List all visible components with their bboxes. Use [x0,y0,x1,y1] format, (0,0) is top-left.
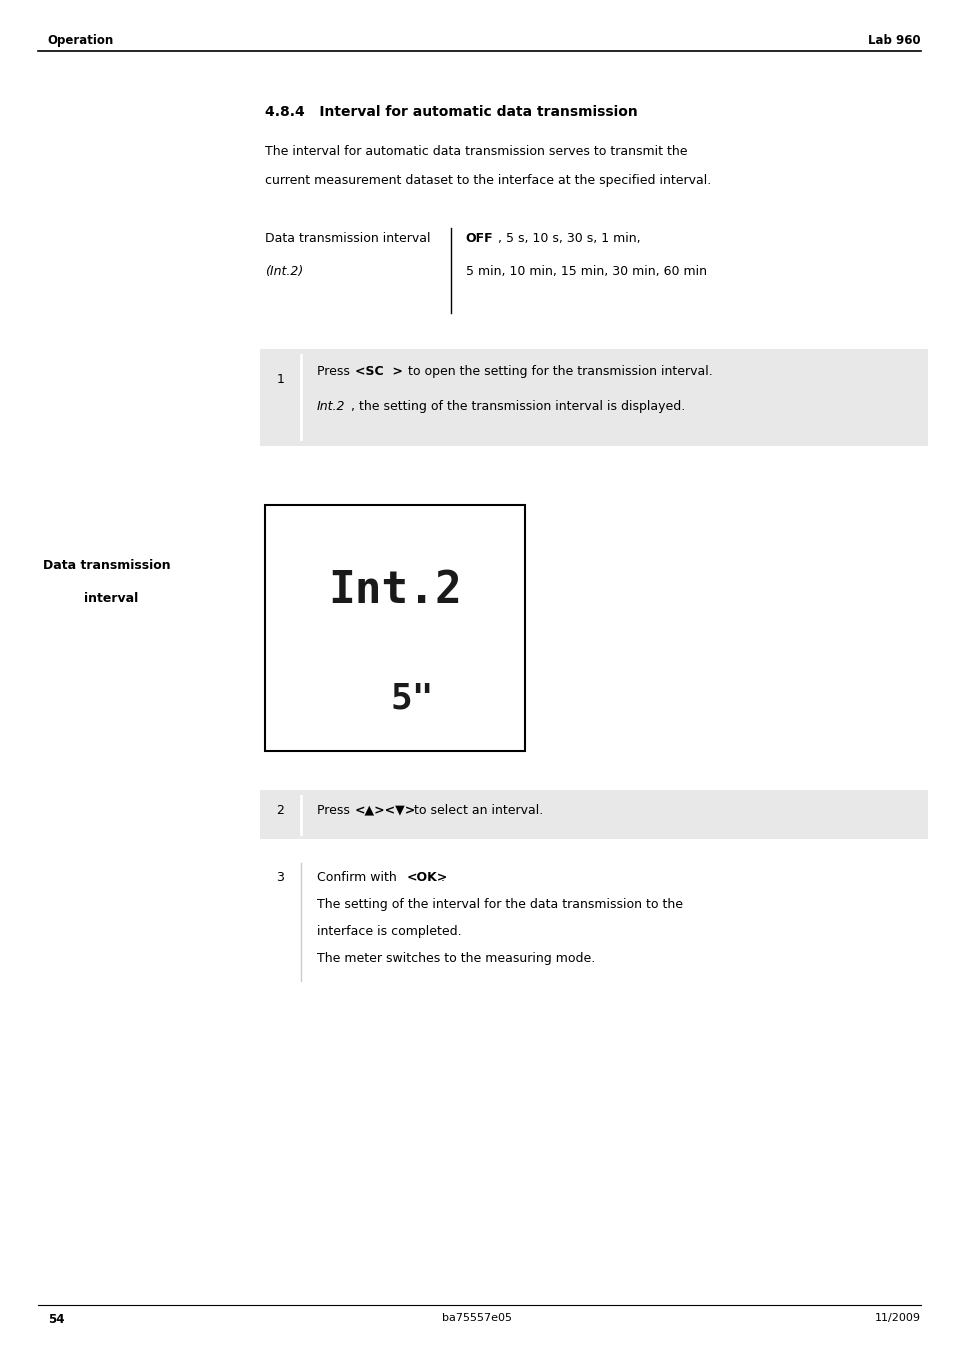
Text: Press: Press [316,804,354,817]
Text: interval: interval [84,592,138,605]
Text: 54: 54 [48,1313,64,1327]
Text: Operation: Operation [48,34,113,47]
Text: , 5 s, 10 s, 30 s, 1 min,: , 5 s, 10 s, 30 s, 1 min, [497,232,640,246]
Text: 3: 3 [276,871,284,885]
Text: 1: 1 [276,373,284,386]
Text: Int.2: Int.2 [316,400,345,413]
Text: 2: 2 [276,804,284,817]
Text: .: . [440,871,444,885]
Text: Data transmission: Data transmission [43,559,171,573]
FancyBboxPatch shape [265,505,524,751]
Text: , the setting of the transmission interval is displayed.: , the setting of the transmission interv… [351,400,684,413]
Text: to select an interval.: to select an interval. [410,804,543,817]
Text: OFF: OFF [465,232,493,246]
Text: to open the setting for the transmission interval.: to open the setting for the transmission… [404,365,713,378]
Text: current measurement dataset to the interface at the specified interval.: current measurement dataset to the inter… [265,174,711,188]
Text: 5": 5" [390,681,434,716]
Text: The setting of the interval for the data transmission to the: The setting of the interval for the data… [316,898,682,912]
Text: The meter switches to the measuring mode.: The meter switches to the measuring mode… [316,952,595,966]
Text: <▲><▼>: <▲><▼> [355,804,416,817]
Text: (Int.2): (Int.2) [265,265,303,278]
Text: Confirm with: Confirm with [316,871,400,885]
Text: <OK>: <OK> [406,871,447,885]
Text: ba75557e05: ba75557e05 [441,1313,512,1323]
Text: 11/2009: 11/2009 [874,1313,920,1323]
FancyBboxPatch shape [260,790,927,839]
Text: <SC  >: <SC > [355,365,402,378]
Text: Int.2: Int.2 [328,569,461,612]
Text: Lab 960: Lab 960 [867,34,920,47]
Text: Data transmission interval: Data transmission interval [265,232,430,246]
Text: The interval for automatic data transmission serves to transmit the: The interval for automatic data transmis… [265,145,687,158]
Text: interface is completed.: interface is completed. [316,925,461,939]
Text: Press: Press [316,365,354,378]
Text: 4.8.4   Interval for automatic data transmission: 4.8.4 Interval for automatic data transm… [265,105,638,119]
Text: 5 min, 10 min, 15 min, 30 min, 60 min: 5 min, 10 min, 15 min, 30 min, 60 min [465,265,706,278]
FancyBboxPatch shape [260,349,927,446]
